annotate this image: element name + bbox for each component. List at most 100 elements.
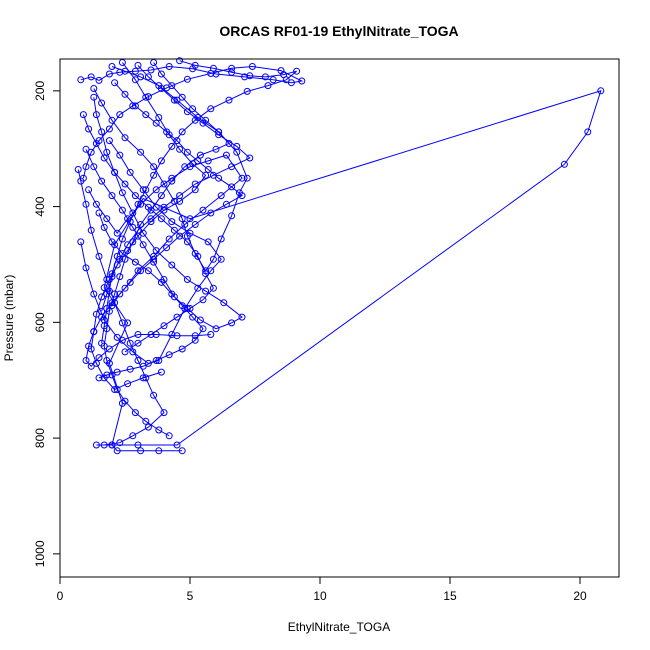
y-tick-label: 800 [33, 428, 47, 448]
data-point [79, 111, 87, 119]
data-point [168, 261, 176, 269]
data-point [108, 371, 116, 379]
data-point [118, 250, 126, 257]
data-point [111, 290, 119, 298]
data-point [150, 171, 158, 179]
data-point [183, 238, 191, 246]
data-point [87, 148, 95, 156]
data-point [186, 305, 194, 312]
data-point [228, 163, 236, 171]
data-point [77, 177, 85, 185]
data-point [178, 302, 186, 310]
data-point [134, 200, 142, 208]
data-point [150, 391, 158, 399]
data-point [142, 417, 150, 425]
data-point [191, 180, 199, 188]
data-point [90, 85, 98, 92]
series-7 [87, 59, 210, 393]
data-point [173, 332, 181, 340]
data-point [191, 336, 199, 344]
data-point [85, 125, 93, 133]
data-point [217, 192, 225, 200]
data-point [168, 290, 176, 298]
data-point [121, 67, 129, 75]
data-point [105, 70, 113, 78]
series-8 [100, 59, 233, 440]
data-point [87, 345, 95, 353]
data-point [82, 200, 90, 208]
data-point [196, 151, 204, 159]
y-tick-label: 1000 [33, 540, 47, 567]
data-point [82, 264, 90, 272]
data-point [144, 423, 152, 431]
data-point [269, 76, 277, 84]
data-point [243, 174, 251, 182]
data-point [160, 322, 168, 330]
data-point [137, 447, 145, 455]
data-point [584, 128, 592, 136]
data-point [173, 313, 181, 321]
data-point [121, 284, 129, 292]
data-point [137, 73, 145, 81]
data-point [228, 183, 236, 191]
data-point [225, 96, 233, 104]
data-point [139, 374, 147, 382]
data-point [168, 331, 176, 338]
data-point [103, 290, 111, 298]
data-point [155, 447, 163, 455]
series-line [85, 97, 243, 330]
data-point [209, 255, 217, 263]
data-point [212, 325, 220, 333]
data-point [134, 357, 142, 364]
data-point [155, 426, 163, 434]
data-point [142, 111, 150, 119]
data-point [92, 111, 100, 119]
data-point [129, 223, 137, 231]
data-point [241, 73, 249, 81]
data-point [217, 255, 225, 263]
data-point [152, 186, 160, 194]
data-point [113, 447, 121, 455]
data-point [108, 116, 116, 124]
data-point [168, 142, 176, 150]
data-point [121, 90, 129, 98]
data-point [152, 119, 160, 127]
data-point [82, 357, 90, 364]
data-point [134, 226, 142, 234]
data-point [95, 76, 103, 84]
series-line [82, 114, 215, 353]
data-point [144, 359, 152, 367]
series-line [90, 62, 207, 391]
data-point [204, 238, 212, 246]
data-point [287, 79, 295, 87]
data-point [85, 186, 93, 194]
data-point [87, 73, 95, 81]
series-13 [79, 111, 217, 356]
data-point [116, 290, 124, 298]
data-point [165, 63, 173, 70]
data-point [108, 302, 116, 310]
x-tick-label: 0 [57, 589, 64, 603]
data-point [163, 128, 171, 136]
series-10 [98, 57, 301, 347]
data-point [134, 339, 142, 347]
data-point [98, 307, 106, 315]
data-point [165, 235, 173, 243]
series-line [98, 212, 204, 379]
data-point [121, 134, 129, 142]
series-line [101, 65, 251, 312]
data-point [105, 125, 113, 133]
data-point [196, 316, 204, 324]
data-point [103, 371, 111, 379]
data-point [131, 258, 139, 266]
data-point [90, 290, 98, 298]
data-point [118, 235, 126, 243]
data-point [157, 368, 165, 376]
data-point [176, 192, 184, 200]
data-point [215, 131, 223, 139]
data-point [191, 221, 199, 228]
data-point [116, 111, 124, 119]
data-point [209, 171, 217, 179]
series-line [101, 60, 297, 344]
